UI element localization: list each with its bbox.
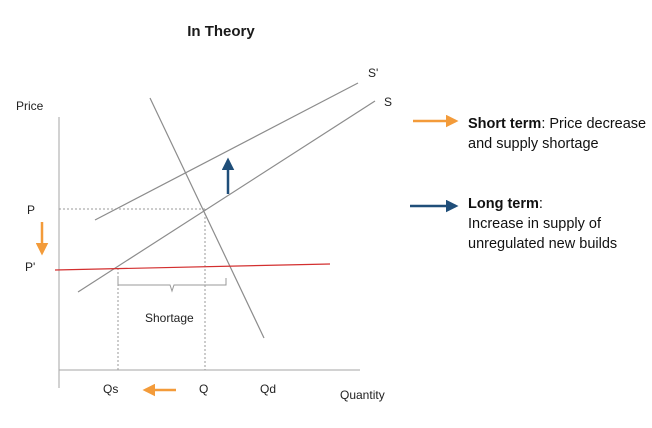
supply-curve-label: S (384, 95, 392, 109)
quantity-label-q: Q (199, 382, 208, 396)
short-term-text: : Price decrease and supply shortage (468, 116, 647, 152)
price-label-p-prime: P' (25, 260, 35, 274)
shifted-supply-curve-label: S' (368, 66, 378, 80)
short-term-legend: Short term: Price decrease and supply sh… (468, 114, 648, 154)
price-label-p: P (27, 203, 35, 217)
quantity-label-qd: Qd (260, 382, 276, 396)
x-axis-label: Quantity (340, 388, 385, 402)
shortage-bracket (117, 278, 227, 293)
diagram-title: In Theory (187, 23, 255, 40)
long-term-text: Increase in supply of unregulated new bu… (468, 216, 618, 252)
quantity-label-qs: Qs (103, 382, 118, 396)
long-term-colon: : (538, 196, 543, 212)
price-ceiling-line (54, 263, 331, 271)
long-term-legend: Long term: Increase in supply of unregul… (468, 194, 648, 254)
demand-curve (149, 97, 265, 339)
long-term-heading: Long term (468, 196, 539, 212)
y-axis-label: Price (16, 99, 44, 113)
supply-curve (77, 100, 376, 293)
shortage-label: Shortage (145, 311, 194, 325)
shifted-supply-curve (94, 82, 359, 221)
short-term-heading: Short term (468, 116, 542, 132)
